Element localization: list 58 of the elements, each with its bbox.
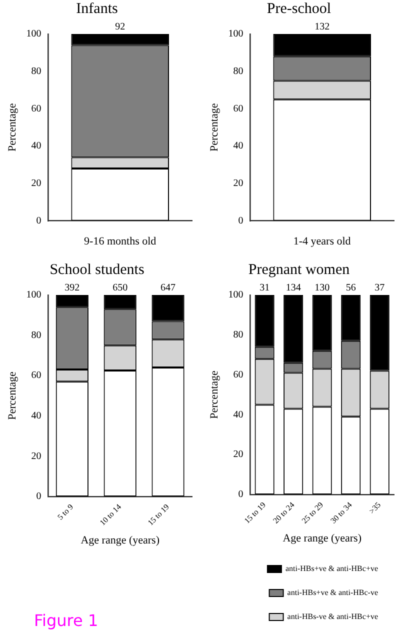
y-tick-label: 40 [233, 140, 244, 152]
annotation: 134 [286, 282, 301, 294]
x-axis-title: Age range (years) [282, 532, 362, 544]
chart-title: Pregnant women [248, 262, 350, 278]
y-axis-title: Percentage [208, 103, 220, 152]
y-tick-label: 0 [238, 489, 244, 500]
x-tick-label: 20 to 24 [271, 500, 296, 526]
y-tick-label: 0 [36, 491, 42, 502]
y-tick-label: 40 [31, 410, 42, 422]
caption: Figure 1 [34, 611, 100, 630]
x-tick-label: >35 [367, 500, 383, 516]
y-tick-label: 40 [31, 140, 42, 152]
y-tick-label: 20 [233, 178, 244, 190]
x-tick-label: 25 to 29 [300, 500, 325, 526]
y-tick-label: 80 [31, 66, 42, 77]
x-tick-label: 15 to 19 [146, 502, 171, 528]
y-tick-label: 60 [233, 103, 244, 114]
y-tick-label: 60 [31, 103, 42, 114]
annotation: 132 [314, 22, 330, 33]
annotation: 650 [112, 282, 128, 294]
x-tick-label: 9-16 months old [84, 235, 157, 248]
y-tick-label: 80 [233, 66, 244, 77]
y-axis-title: Percentage [6, 371, 18, 420]
y-tick-label: 80 [233, 330, 244, 341]
y-tick-label: 100 [228, 290, 244, 301]
annotation: 31 [260, 282, 270, 294]
annotation: 92 [115, 22, 126, 33]
y-tick-label: 20 [233, 449, 244, 460]
y-axis-title: Percentage [208, 370, 220, 419]
x-tick-label: 5 to 9 [56, 502, 76, 522]
y-tick-label: 0 [238, 215, 244, 226]
y-tick-label: 60 [233, 369, 244, 380]
y-tick-label: 0 [36, 215, 42, 226]
chart-title: Pre-school [266, 0, 332, 17]
x-axis-title: Age range (years) [80, 534, 160, 546]
y-tick-label: 80 [31, 330, 42, 341]
annotation: 56 [346, 282, 356, 294]
annotation: 392 [64, 282, 80, 294]
legend-label: anti-HBs-ve & anti-HBc+ve [287, 612, 378, 622]
legend-label: anti-HBs+ve & anti-HBc-ve [287, 588, 378, 598]
y-axis-title: Percentage [6, 103, 18, 152]
chart-title: Infants [76, 0, 118, 17]
annotation: 37 [374, 282, 385, 294]
y-tick-label: 40 [233, 409, 244, 420]
y-tick-label: 100 [26, 290, 42, 301]
y-tick-label: 20 [31, 450, 42, 462]
y-tick-label: 100 [26, 28, 42, 40]
chart-title: School students [50, 262, 144, 278]
y-tick-label: 20 [31, 178, 42, 190]
x-tick-label: 15 to 19 [242, 500, 268, 526]
x-tick-label: 30 to 34 [328, 500, 354, 526]
y-tick-label: 100 [228, 28, 244, 40]
x-tick-label: 10 to 14 [98, 502, 123, 528]
legend-label: anti-HBs+ve & anti-HBc+ve [285, 564, 378, 574]
x-tick-label: 1-4 years old [293, 235, 352, 248]
y-tick-label: 60 [31, 370, 42, 382]
annotation: 647 [160, 282, 176, 294]
annotation: 130 [314, 282, 330, 294]
